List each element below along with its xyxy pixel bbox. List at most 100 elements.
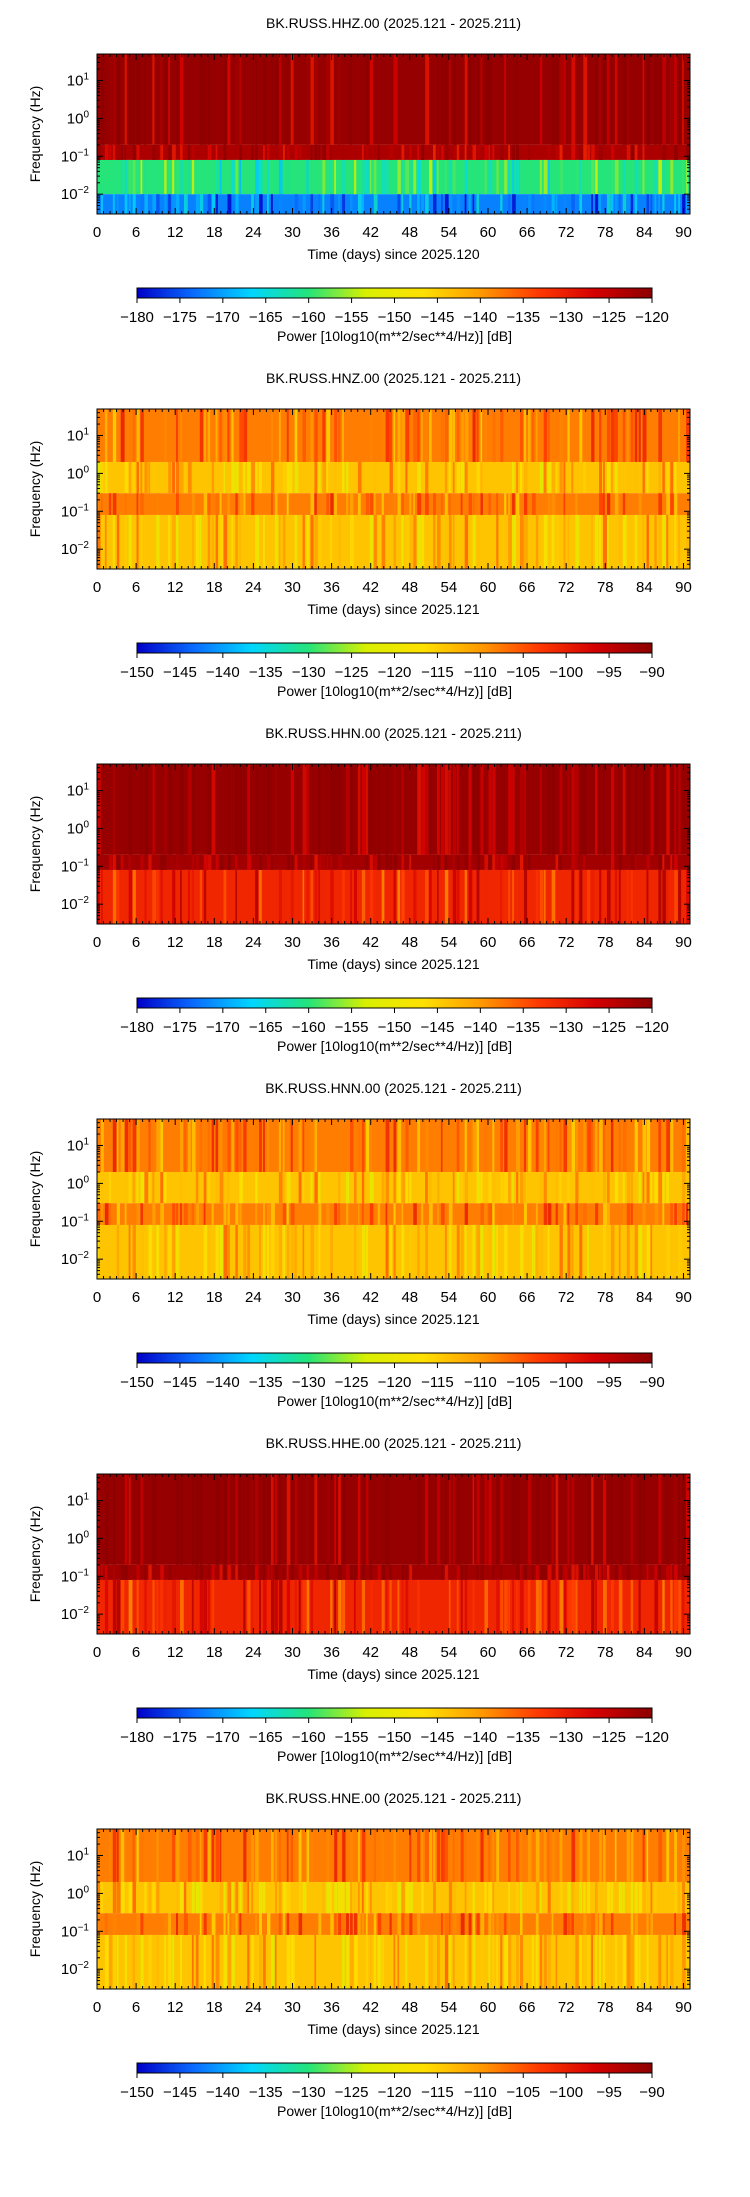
x-tick-label: 84 [636,224,653,241]
x-tick-label: 6 [132,934,140,951]
spectrogram-panel-3: BK.RUSS.HHN.00 (2025.121 - 2025.211) 0 6 12… [27,725,692,1054]
x-tick-label: 24 [245,1999,262,2016]
x-tick-label: 24 [245,224,262,241]
colorbar-tick-label: −115 [421,664,454,681]
colorbar-tick-label: −165 [249,1729,283,1746]
x-tick-label: 6 [132,1999,140,2016]
x-tick-label: 12 [167,579,184,596]
x-tick-label: 66 [519,579,536,596]
x-tick-label: 42 [362,224,379,241]
y-tick-label: 100 [67,1884,90,1902]
panel-title: BK.RUSS.HNE.00 (2025.121 - 2025.211) [266,1790,522,1806]
colorbar-label: Power [10log10(m**2/sec**4/Hz)] [dB] [277,1038,512,1054]
x-axis-label: Time (days) since 2025.121 [307,956,479,972]
colorbar-tick-label: −140 [463,1019,497,1036]
x-tick-label: 48 [401,1289,418,1306]
colorbar-tick-label: −145 [163,2084,197,2101]
colorbar-tick-label: −125 [592,1729,626,1746]
colorbar-tick-label: −135 [506,1019,540,1036]
colorbar-tick-label: −170 [206,309,240,326]
colorbar-tick-label: −180 [120,309,154,326]
x-tick-label: 42 [362,579,379,596]
x-tick-label: 84 [636,934,653,951]
y-tick-label: 10−2 [61,1250,90,1268]
colorbar [136,997,653,1009]
x-tick-label: 78 [597,934,614,951]
colorbar-label: Power [10log10(m**2/sec**4/Hz)] [dB] [277,328,512,344]
colorbar-tick-label: −115 [421,1374,454,1391]
x-tick-label: 84 [636,1644,653,1661]
x-axis-label: Time (days) since 2025.121 [307,2021,479,2037]
spectrogram-panel-2: BK.RUSS.HNZ.00 (2025.121 - 2025.211) 0 6 12… [27,370,692,699]
x-tick-label: 60 [480,1289,497,1306]
x-tick-label: 90 [675,1289,692,1306]
x-tick-label: 90 [675,224,692,241]
x-tick-label: 42 [362,1644,379,1661]
colorbar-tick-label: −105 [506,664,540,681]
x-tick-label: 6 [132,1644,140,1661]
x-tick-label: 78 [597,1289,614,1306]
y-tick-label: 10−1 [61,857,90,875]
colorbar-tick-label: −150 [378,309,412,326]
x-tick-label: 30 [284,934,301,951]
colorbar-tick-label: −170 [206,1729,240,1746]
colorbar-tick-label: −130 [549,1729,583,1746]
colorbar-label: Power [10log10(m**2/sec**4/Hz)] [dB] [277,1393,512,1409]
x-tick-label: 72 [558,1999,575,2016]
colorbar-tick-label: −130 [292,1374,326,1391]
y-axis-label: Frequency (Hz) [27,1506,43,1602]
colorbar-tick-label: −140 [206,664,240,681]
colorbar [136,2062,653,2074]
colorbar [136,287,653,299]
x-tick-label: 54 [441,1644,458,1661]
y-tick-label: 10−2 [61,540,90,558]
colorbar-tick-label: −140 [463,309,497,326]
y-tick-label: 10−2 [61,185,90,203]
spectrogram-image [97,409,690,569]
x-tick-label: 78 [597,1644,614,1661]
x-tick-label: 66 [519,1289,536,1306]
y-axis-label: Frequency (Hz) [27,796,43,892]
plot-frame [96,408,691,570]
x-tick-label: 12 [167,224,184,241]
colorbar-tick-label: −155 [335,1019,369,1036]
x-tick-label: 48 [401,1999,418,2016]
y-tick-label: 100 [67,819,90,837]
colorbar-tick-label: −130 [549,1019,583,1036]
x-tick-label: 66 [519,1644,536,1661]
colorbar-tick-label: −145 [421,1729,455,1746]
x-tick-label: 78 [597,579,614,596]
colorbar-tick-label: −105 [506,2084,540,2101]
x-tick-label: 48 [401,1644,418,1661]
panel-title: BK.RUSS.HHE.00 (2025.121 - 2025.211) [266,1435,522,1451]
colorbar-tick-label: −115 [421,2084,454,2101]
colorbar-label: Power [10log10(m**2/sec**4/Hz)] [dB] [277,683,512,699]
power-band [97,1579,690,1634]
colorbar-tick-label: −120 [635,309,669,326]
y-tick-label: 100 [67,464,90,482]
colorbar-tick-label: −95 [596,2084,621,2101]
spectrogram-image [97,54,690,214]
x-tick-label: 72 [558,579,575,596]
colorbar-tick-label: −165 [249,309,283,326]
colorbar-tick-label: −150 [378,1729,412,1746]
x-tick-label: 42 [362,1289,379,1306]
x-tick-label: 18 [206,1289,223,1306]
x-tick-label: 18 [206,1999,223,2016]
x-tick-label: 24 [245,934,262,951]
spectrogram-image [97,1474,690,1634]
colorbar-tick-label: −155 [335,1729,369,1746]
x-tick-label: 72 [558,1644,575,1661]
y-tick-label: 10−1 [61,502,90,520]
colorbar-tick-label: −105 [506,1374,540,1391]
x-tick-label: 42 [362,934,379,951]
panel-title: BK.RUSS.HHN.00 (2025.121 - 2025.211) [265,725,522,741]
x-tick-label: 66 [519,1999,536,2016]
x-axis-label: Time (days) since 2025.121 [307,1311,479,1327]
y-tick-label: 100 [67,1529,90,1547]
colorbar-tick-label: −145 [163,664,197,681]
spectrogram-panel-4: BK.RUSS.HNN.00 (2025.121 - 2025.211) 0 6 12… [27,1080,692,1409]
x-tick-label: 18 [206,579,223,596]
colorbar-tick-label: −125 [592,309,626,326]
colorbar-tick-label: −90 [639,664,664,681]
